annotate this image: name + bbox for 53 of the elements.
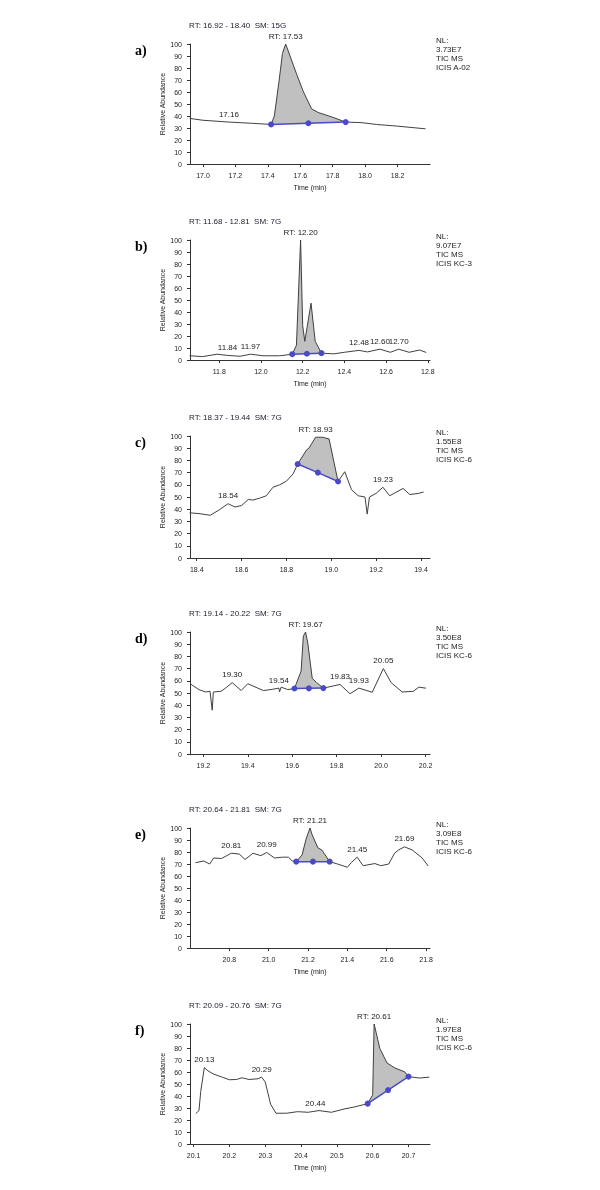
chart-subtitle: RT: 19.14 - 20.22 SM: 7G [189,608,282,618]
text: NL: 9.07E7 TIC MS ICIS KC-3 [436,232,473,268]
point [294,461,301,468]
chart-title: a) [135,42,147,59]
annotation: 20.05 [373,656,394,666]
annotation: RT: 18.93 [298,424,334,434]
annotation: 12.48 [349,337,370,347]
annotation: 17.16 [218,109,240,119]
chart-subtitle: RT: 20.64 - 21.81 SM: 7G [189,804,282,814]
chart-subtitle: RT: 20.09 - 20.76 SM: 7G [189,1000,282,1010]
point [364,1100,371,1107]
annotation: RT: 21.21 [292,815,328,825]
annotation: 11.97 [240,341,261,351]
chart-title: b) [135,238,148,255]
line-series [189,239,427,358]
text: NL: 3.73E7 TIC MS ICIS A-02 [436,36,471,72]
text: NL: 3.09E8 TIC MS ICIS KC-6 [436,820,473,856]
line-series [195,1023,430,1114]
annotation: 20.81 [221,840,242,850]
annotation: 20.29 [251,1064,273,1074]
annotation: 19.54 [268,675,290,685]
annotation: RT: 17.53 [268,31,304,41]
line-series [189,436,424,516]
line-series [189,43,426,130]
annotation: 20.99 [256,840,278,849]
annotation: 20.44 [305,1099,326,1109]
annotation: 18.54 [218,491,239,501]
point [385,1087,392,1094]
chart-title: f) [135,1022,145,1039]
point [314,469,321,476]
annotation: 19.83 [329,671,351,681]
annotation: 20.13 [194,1055,215,1065]
annotation: RT: 20.61 [357,1011,392,1021]
chart-title: d) [135,630,148,647]
chart-subtitle: RT: 11.68 - 12.81 SM: 7G [189,216,282,226]
text: NL: 1.55E8 TIC MS ICIS KC-6 [436,428,473,464]
annotation: 19.30 [222,670,243,680]
chart-title: e) [135,826,147,843]
chart-subtitle: RT: 16.92 - 18.40 SM: 15G [189,20,287,30]
point [335,478,342,485]
chart-title: c) [135,434,147,451]
annotation: RT: 12.20 [283,227,319,237]
annotation: 21.69 [394,834,415,844]
annotation: RT: 19.67 [288,619,324,629]
line-series [195,827,429,868]
annotation: 19.23 [372,474,394,484]
text: NL: 3.50E8 TIC MS ICIS KC-6 [436,624,473,660]
annotation: 11.84 [217,342,238,352]
line-series [190,631,427,711]
point [405,1073,412,1080]
chart-subtitle: RT: 18.37 - 19.44 SM: 7G [189,412,282,422]
annotation: 21.45 [347,844,368,854]
text: NL: 1.97E8 TIC MS ICIS KC-6 [436,1016,473,1052]
